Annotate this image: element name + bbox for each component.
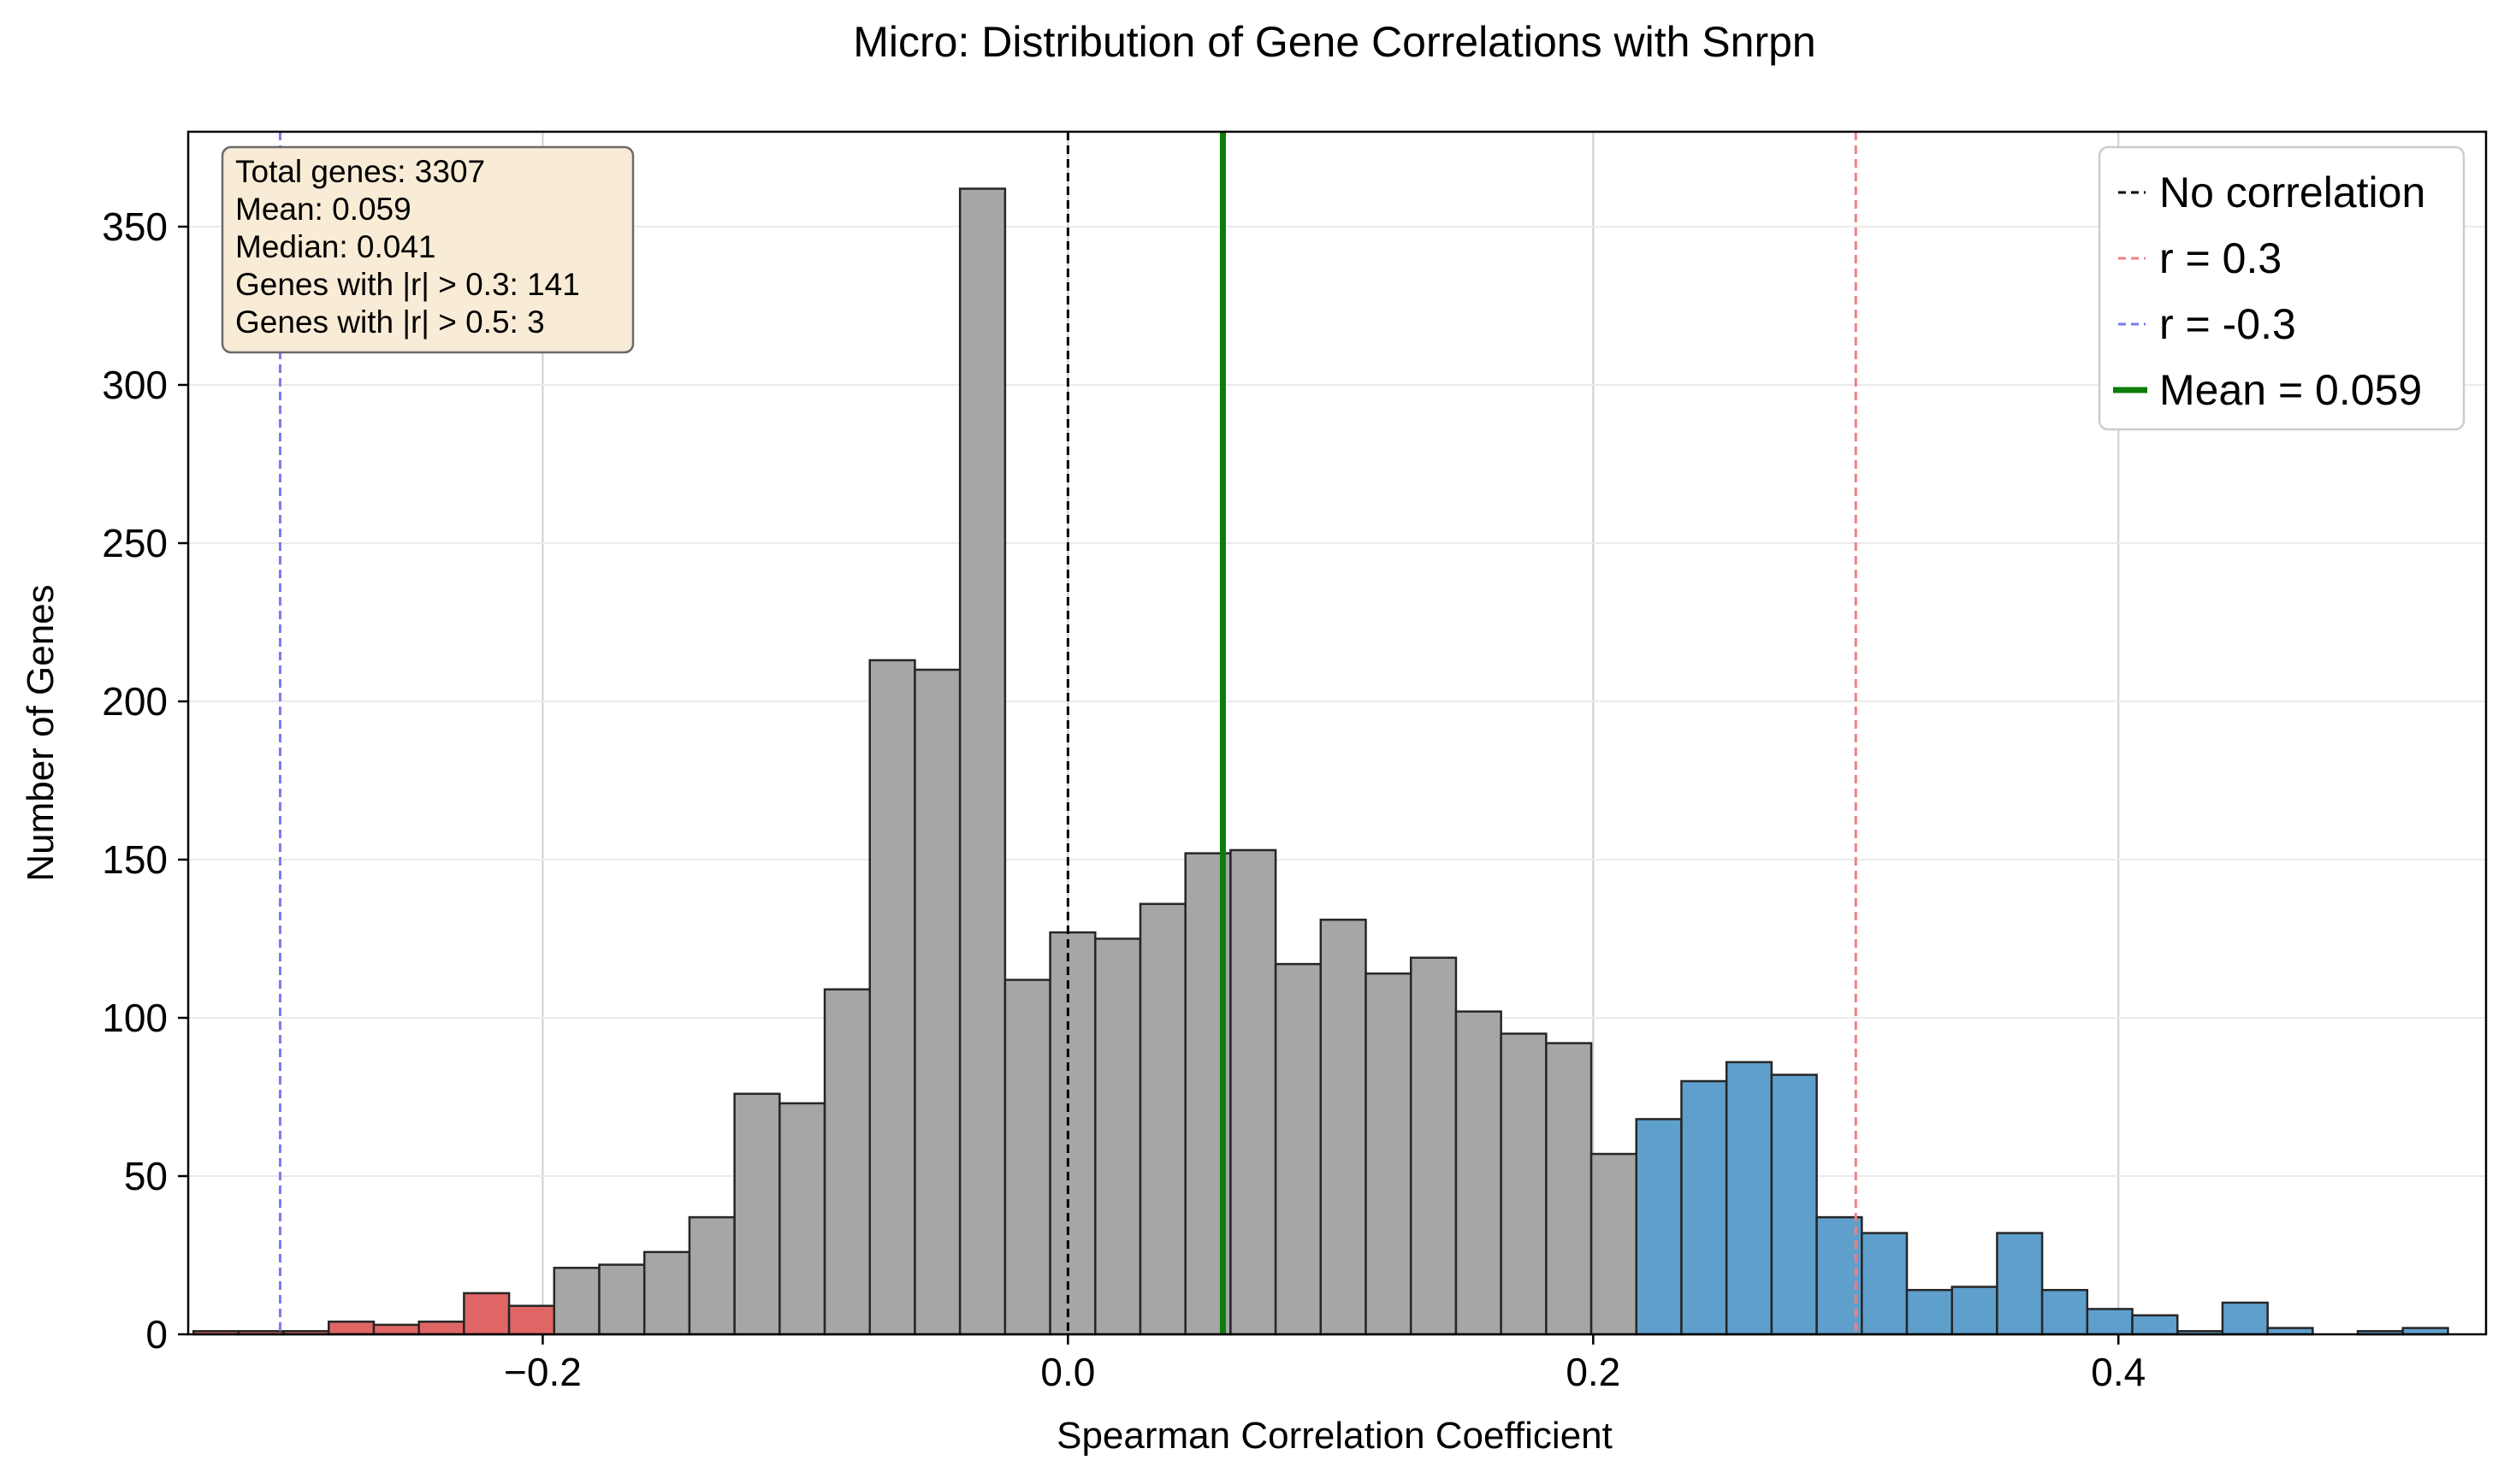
x-tick-label: −0.2 (504, 1350, 582, 1394)
histogram-bar (1229, 848, 1277, 1336)
y-tick-label: 350 (102, 204, 168, 249)
histogram-bar (2086, 1308, 2134, 1336)
histogram-bar (1680, 1079, 1728, 1336)
histogram-bar (553, 1267, 601, 1336)
stats-box: Total genes: 3307 Mean: 0.059 Median: 0.… (221, 145, 635, 354)
axis-ticks: −0.2 0.0 0.2 0.4 0 50 100 150 200 250 300 350 (102, 204, 2146, 1394)
chart-title: Micro: Distribution of Gene Correlations… (853, 18, 1815, 66)
legend-label-no-correlation: No correlation (2159, 169, 2425, 216)
y-tick-label: 250 (102, 521, 168, 565)
histogram-bar (778, 1102, 826, 1336)
histogram-bar (328, 1320, 376, 1336)
stats-mean: Mean: 0.059 (235, 192, 411, 227)
histogram-bar (372, 1323, 420, 1336)
histogram-bar (1049, 931, 1097, 1336)
y-tick-label: 100 (102, 996, 168, 1040)
x-tick-label: 0.0 (1040, 1350, 1095, 1394)
histogram-bar (507, 1304, 556, 1336)
x-tick-label: 0.2 (1566, 1350, 1620, 1394)
histogram-bar (1996, 1232, 2044, 1336)
histogram-bar (1905, 1288, 1953, 1336)
histogram-bar (733, 1092, 781, 1336)
y-tick-label: 200 (102, 679, 168, 724)
stats-median: Median: 0.041 (235, 229, 436, 264)
legend-label-r-neg-0-3: r = -0.3 (2159, 300, 2296, 348)
stats-total-genes: Total genes: 3307 (235, 154, 485, 189)
histogram-bar (598, 1263, 646, 1336)
y-tick-label: 0 (145, 1312, 168, 1357)
histogram-bar (1545, 1042, 1593, 1336)
y-tick-label: 300 (102, 363, 168, 407)
histogram-bar (1319, 919, 1367, 1336)
histogram-bar (463, 1292, 511, 1336)
histogram-bar (1139, 902, 1187, 1336)
histogram-bar (1409, 956, 1458, 1336)
legend: No correlation r = 0.3 r = -0.3 Mean = 0… (2098, 145, 2466, 431)
histogram-bar (868, 659, 916, 1336)
legend-box (2098, 145, 2466, 431)
legend-label-mean: Mean = 0.059 (2159, 366, 2422, 414)
legend-label-r-0-3: r = 0.3 (2159, 234, 2282, 282)
histogram-bar (1725, 1061, 1773, 1336)
histogram-bar (1094, 937, 1142, 1336)
histogram-bars (192, 187, 2449, 1336)
y-tick-label: 50 (124, 1154, 168, 1198)
stats-box-background (221, 145, 635, 354)
histogram-bar (688, 1215, 736, 1336)
y-tick-label: 150 (102, 837, 168, 882)
histogram-bar (1770, 1073, 1818, 1336)
histogram-bar (1274, 962, 1323, 1336)
histogram-bar (417, 1320, 465, 1336)
x-axis-label: Spearman Correlation Coefficient (1057, 1415, 1613, 1457)
histogram-bar (823, 988, 871, 1336)
histogram-bar (1365, 972, 1412, 1336)
x-tick-label: 0.4 (2091, 1350, 2146, 1394)
histogram-bar (1861, 1232, 1909, 1336)
stats-genes-above-0-3: Genes with |r| > 0.3: 141 (235, 267, 580, 302)
histogram-bar (958, 187, 1007, 1336)
histogram-bar (1500, 1032, 1548, 1336)
histogram-bar (1454, 1010, 1502, 1336)
stats-genes-above-0-5: Genes with |r| > 0.5: 3 (235, 304, 545, 340)
plot-frame (186, 130, 2488, 1336)
histogram-bar (642, 1250, 691, 1336)
histogram-bar (914, 668, 962, 1336)
y-axis-label: Number of Genes (20, 584, 62, 881)
histogram-bar (1635, 1118, 1683, 1336)
reference-lines (278, 132, 1857, 1334)
histogram-bar (2040, 1288, 2089, 1336)
histogram-bar (1951, 1286, 1998, 1336)
histogram-bar (2221, 1301, 2269, 1336)
histogram-bar (2131, 1314, 2179, 1336)
histogram-bar (1589, 1152, 1638, 1336)
histogram-bar (1003, 978, 1051, 1336)
